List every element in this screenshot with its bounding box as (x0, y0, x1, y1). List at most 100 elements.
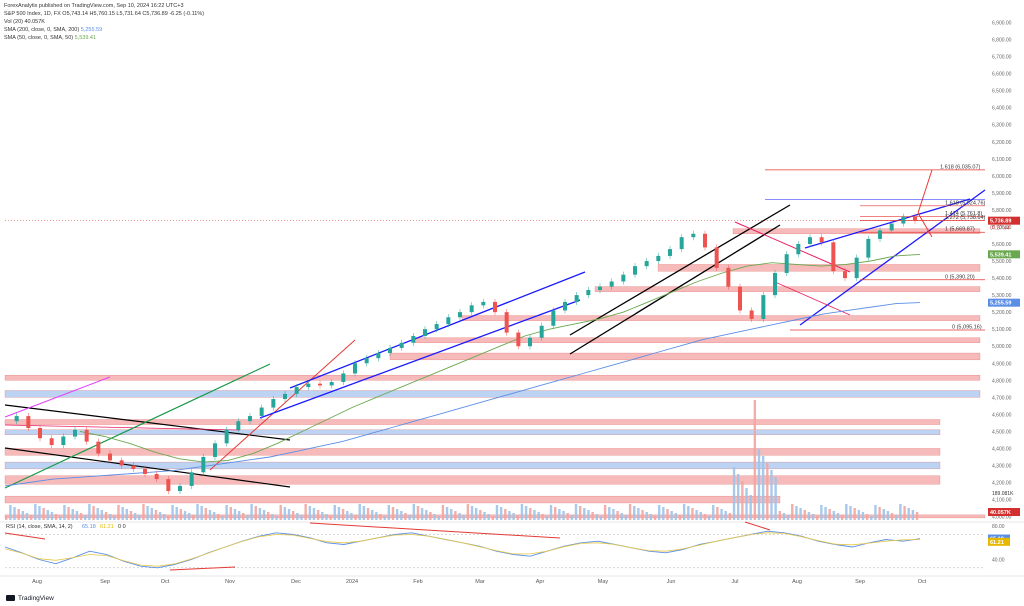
candle-body (341, 373, 346, 382)
volume-bar (271, 514, 274, 520)
volume-bar (911, 510, 915, 520)
volume-bar (154, 510, 158, 520)
volume-bar (192, 515, 195, 520)
volume-bar (321, 512, 324, 520)
price-axis[interactable]: 6,900.00 6,800.00 6,700.00 6,600.00 6,500.00… (988, 21, 1020, 521)
candle-body (784, 254, 789, 273)
header-sma50[interactable]: SMA (50, close, 0, SMA, 50) 5,539.41 (4, 35, 96, 42)
volume-bar (670, 511, 673, 520)
volume-bar (562, 511, 565, 520)
volume-bar (296, 513, 299, 520)
volume-bar (341, 509, 345, 520)
trend-line (734, 221, 851, 273)
trend-line (4, 363, 271, 489)
trend-line (4, 376, 111, 418)
candle-body (318, 383, 322, 386)
candle-body (843, 271, 847, 279)
volume-bar (5, 516, 8, 520)
time-axis[interactable]: Aug Sep Oct Nov Dec 2024 Feb Mar Apr May Jun Jul Aug… (0, 575, 1024, 585)
volume-bar (861, 512, 865, 520)
rsi-extra: 0 0 (118, 524, 126, 530)
volume-bar (100, 510, 104, 520)
price-tick-label: 6,000.00 (992, 174, 1012, 180)
trend-line (209, 339, 356, 471)
volume-bar (445, 507, 449, 520)
rsi-line (4, 530, 921, 569)
volume-bar (300, 515, 303, 520)
volume-bar (362, 506, 366, 520)
candle-body (493, 301, 497, 313)
volume-bar (29, 515, 33, 520)
volume-bar (325, 514, 328, 520)
volume-bar (645, 512, 648, 520)
volume-bar (895, 515, 898, 520)
fib-label: 0 (5,095.16) (952, 325, 982, 331)
volume-bar (628, 504, 632, 520)
volume-bar (549, 505, 553, 520)
volume-bar (803, 510, 806, 520)
candle-body (703, 233, 707, 248)
tradingview-logo[interactable]: TradingView (6, 595, 54, 602)
volume-bar (133, 513, 137, 520)
price-tick-label: 4,600.00 (992, 412, 1012, 418)
volume-bar (21, 511, 25, 520)
volume-bar (108, 514, 112, 520)
volume-bar (462, 515, 465, 520)
volume-bar (146, 506, 149, 520)
price-tick-label: 5,700.00 (992, 225, 1012, 231)
symbol-label[interactable]: S&P 500 Index, 1D, FX (4, 11, 61, 17)
rsi-divergence-line (4, 532, 46, 540)
volume-bar (691, 508, 694, 520)
volume-bar (104, 512, 108, 520)
volume-bar (262, 510, 266, 520)
candle-body (283, 393, 287, 400)
header-sma200[interactable]: SMA (200, close, 0, SMA, 200) 5,255.59 (4, 27, 102, 34)
volume-bar (637, 508, 640, 520)
candle-body (679, 237, 684, 250)
candle-body (574, 295, 579, 302)
candle-body (598, 286, 602, 290)
time-tick-label: Dec (291, 579, 301, 585)
volume-bar (695, 510, 698, 520)
rsi-divergence-line (309, 522, 561, 539)
volume-bar (333, 505, 336, 520)
volume-bar (899, 504, 902, 520)
candle-body (236, 421, 241, 430)
volume-bar (167, 516, 170, 520)
supply-demand-zones (4, 228, 986, 519)
volume-bar (599, 516, 603, 520)
zone-band (461, 315, 981, 321)
zone-band (4, 374, 981, 381)
price-tick-label: 4,000.00 (992, 515, 1012, 521)
header-vol[interactable]: Vol (20) 40.057K (4, 19, 45, 25)
volume-bar (233, 509, 237, 520)
candle-body (889, 223, 894, 231)
volume-bar (570, 515, 574, 520)
sma200-tag-bg (988, 298, 1020, 307)
volume-bar (479, 510, 482, 520)
fib-label: 0 (5,390.20) (945, 274, 975, 280)
volume-bar (229, 507, 232, 520)
candle-body (26, 416, 31, 428)
trend-line (774, 281, 851, 316)
volume-bar (799, 508, 802, 520)
rsi-pane[interactable]: 80.00 40.00 65.18 61.21 (0, 521, 1024, 571)
volume-bar (404, 513, 407, 520)
trend-line (917, 212, 933, 238)
candle-body (154, 474, 159, 480)
trend-line (799, 189, 986, 326)
price-tick-label: 4,200.00 (992, 481, 1012, 487)
candle-body (726, 267, 731, 287)
volume-bar (624, 515, 628, 520)
volume-bar (633, 506, 636, 520)
volume-bar (188, 513, 191, 520)
rsi-label[interactable]: RSI (14, close, SMA, 14, 2) (6, 524, 73, 530)
candle-body (621, 274, 626, 282)
volume-bar (857, 510, 861, 520)
volume-bar (612, 509, 615, 520)
volume-bar (732, 467, 736, 520)
volume-bar (508, 511, 511, 520)
volume-bar (770, 470, 773, 520)
time-tick-label: Sep (855, 579, 865, 585)
